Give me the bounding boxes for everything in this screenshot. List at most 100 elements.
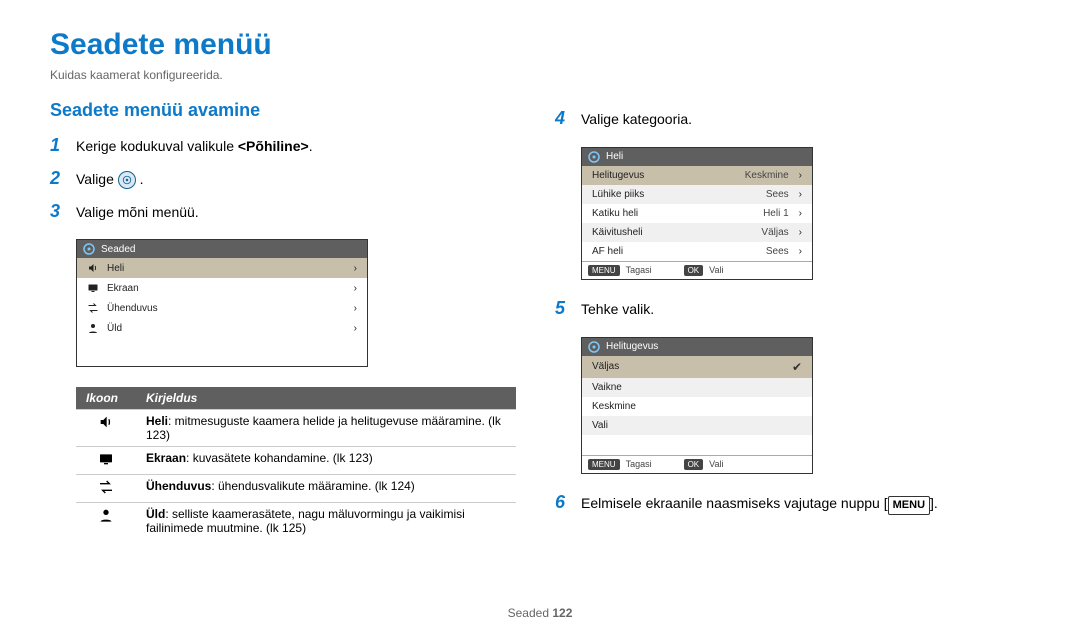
dial-icon bbox=[588, 341, 600, 353]
step-number: 5 bbox=[555, 294, 571, 323]
choice-label: Väljas bbox=[592, 361, 784, 372]
chevron-right-icon: › bbox=[354, 303, 357, 314]
step-text-pre: Eelmisele ekraanile naasmiseks vajutage … bbox=[581, 495, 888, 511]
settings-round-icon bbox=[118, 171, 136, 189]
desc-text: : kuvasätete kohandamine. (lk 123) bbox=[186, 451, 373, 465]
check-icon: ✔ bbox=[792, 360, 802, 374]
description-table: Ikoon Kirjeldus Heli: mitmesuguste kaame… bbox=[76, 387, 516, 539]
step-text: Eelmisele ekraanile naasmiseks vajutage … bbox=[581, 492, 938, 516]
speaker-icon bbox=[98, 414, 114, 430]
connectivity-icon bbox=[98, 479, 114, 495]
step-text-bold: <Põhiline> bbox=[238, 138, 309, 154]
desc-bold: Heli bbox=[146, 414, 168, 428]
section-heading: Seadete menüü avamine bbox=[50, 100, 525, 121]
step-text-post: . bbox=[140, 171, 144, 187]
menu-button-icon: MENU bbox=[888, 496, 930, 516]
desc-bold: Ühenduvus bbox=[146, 479, 211, 493]
panel-title: Seaded bbox=[101, 244, 135, 255]
opt-value: Sees bbox=[766, 189, 789, 200]
step-text: Tehke valik. bbox=[581, 298, 654, 320]
general-icon bbox=[98, 507, 114, 523]
panel-title: Helitugevus bbox=[606, 341, 658, 352]
opt-label: Käivitusheli bbox=[592, 227, 753, 238]
step-text: Valige mõni menüü. bbox=[76, 201, 199, 223]
opt-kaivitusheli[interactable]: Käivitusheli Väljas › bbox=[582, 223, 812, 242]
page-subcaption: Kuidas kaamerat konfigureerida. bbox=[50, 68, 1030, 82]
table-row: Ühenduvus: ühendusvalikute määramine. (l… bbox=[76, 475, 516, 503]
screen-icon bbox=[98, 451, 114, 467]
category-panel: Heli Helitugevus Keskmine › Lühike piiks Se… bbox=[581, 147, 813, 280]
opt-value: Heli 1 bbox=[763, 208, 789, 219]
opt-label: Helitugevus bbox=[592, 170, 737, 181]
table-row: Ekraan: kuvasätete kohandamine. (lk 123) bbox=[76, 447, 516, 475]
menu-chip: MENU bbox=[588, 459, 620, 470]
chevron-right-icon: › bbox=[354, 283, 357, 294]
choice-label: Vali bbox=[592, 420, 802, 431]
table-header-icon: Ikoon bbox=[76, 387, 136, 410]
choice-keskmine[interactable]: Keskmine bbox=[582, 397, 812, 416]
step-text-post: ]. bbox=[930, 495, 938, 511]
step-number: 4 bbox=[555, 104, 571, 133]
choice-vaikne[interactable]: Vaikne bbox=[582, 378, 812, 397]
step-number: 1 bbox=[50, 131, 66, 160]
opt-value: Keskmine bbox=[745, 170, 789, 181]
step-number: 2 bbox=[50, 164, 66, 193]
step-text-post: . bbox=[309, 138, 313, 154]
desc-bold: Üld bbox=[146, 507, 165, 521]
opt-afheli[interactable]: AF heliSees› bbox=[582, 242, 812, 261]
table-row: Heli: mitmesuguste kaamera helide ja hel… bbox=[76, 410, 516, 447]
speaker-icon bbox=[87, 262, 99, 274]
ok-chip: OK bbox=[684, 265, 704, 276]
menu-chip: MENU bbox=[588, 265, 620, 276]
step-text-pre: Valige bbox=[76, 171, 118, 187]
foot-ok: Vali bbox=[709, 459, 723, 469]
dial-icon bbox=[588, 151, 600, 163]
footer-page-number: 122 bbox=[552, 606, 572, 620]
step-text: Valige . bbox=[76, 168, 144, 190]
chevron-right-icon: › bbox=[354, 323, 357, 334]
page-footer: Seaded 122 bbox=[0, 606, 1080, 620]
step-text: Valige kategooria. bbox=[581, 108, 692, 130]
menu-row-label: Ekraan bbox=[107, 283, 346, 294]
connectivity-icon bbox=[87, 302, 99, 314]
menu-row-ekraan[interactable]: Ekraan › bbox=[77, 278, 367, 298]
opt-katikuheli[interactable]: Katiku heli Heli 1 › bbox=[582, 204, 812, 223]
opt-helitugevus[interactable]: Helitugevus Keskmine › bbox=[582, 166, 812, 185]
footer-section: Seaded bbox=[508, 606, 553, 620]
menu-row-label: Heli bbox=[107, 263, 346, 274]
step-text-pre: Kerige kodukuval valikule bbox=[76, 138, 238, 154]
menu-row-uhenduvus[interactable]: Ühenduvus › bbox=[77, 298, 367, 318]
page-title: Seadete menüü bbox=[50, 28, 1030, 62]
chevron-right-icon: › bbox=[799, 189, 802, 200]
choice-label: Keskmine bbox=[592, 401, 802, 412]
foot-ok: Vali bbox=[709, 265, 723, 275]
step-text: Kerige kodukuval valikule <Põhiline>. bbox=[76, 135, 313, 157]
foot-back: Tagasi bbox=[626, 265, 652, 275]
table-header-desc: Kirjeldus bbox=[136, 387, 516, 410]
opt-luhikepiiks[interactable]: Lühike piiks Sees › bbox=[582, 185, 812, 204]
panel-title: Heli bbox=[606, 151, 623, 162]
menu-row-heli[interactable]: Heli › bbox=[77, 258, 367, 278]
table-row: Üld: selliste kaamerasätete, nagu mäluvo… bbox=[76, 503, 516, 540]
chevron-right-icon: › bbox=[799, 208, 802, 219]
chevron-right-icon: › bbox=[799, 246, 802, 257]
step-number: 6 bbox=[555, 488, 571, 517]
desc-text: : ühendusvalikute määramine. (lk 124) bbox=[211, 479, 414, 493]
menu-row-label: Üld bbox=[107, 323, 346, 334]
general-icon bbox=[87, 322, 99, 334]
menu-row-uld[interactable]: Üld › bbox=[77, 318, 367, 338]
opt-value: Väljas bbox=[761, 227, 788, 238]
step-number: 3 bbox=[50, 197, 66, 226]
ok-chip: OK bbox=[684, 459, 704, 470]
choice-vali[interactable]: Vali bbox=[582, 416, 812, 435]
chevron-right-icon: › bbox=[799, 227, 802, 238]
chevron-right-icon: › bbox=[799, 170, 802, 181]
chevron-right-icon: › bbox=[354, 263, 357, 274]
screen-icon bbox=[87, 282, 99, 294]
desc-bold: Ekraan bbox=[146, 451, 186, 465]
desc-text: : mitmesuguste kaamera helide ja helitug… bbox=[146, 414, 501, 442]
choice-valjas[interactable]: Väljas ✔ bbox=[582, 356, 812, 378]
opt-label: Lühike piiks bbox=[592, 189, 758, 200]
opt-label: Katiku heli bbox=[592, 208, 755, 219]
choice-panel: Helitugevus Väljas ✔ Vaikne Keskmine Vali… bbox=[581, 337, 813, 474]
